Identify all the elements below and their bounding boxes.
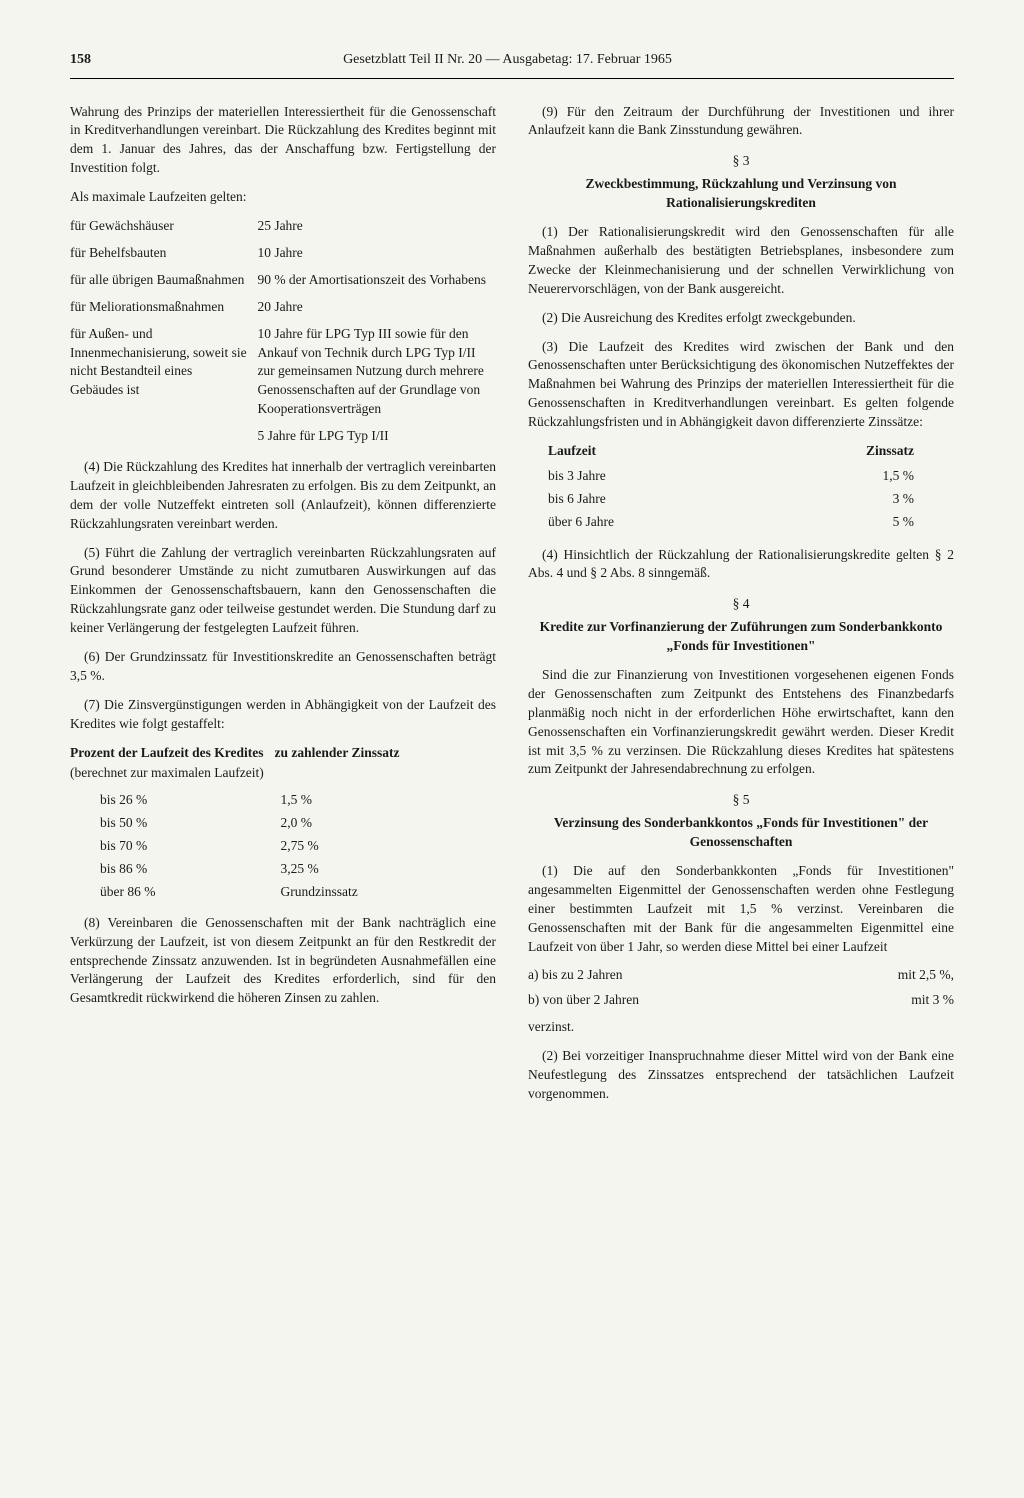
s5-verzinst: verzinst. bbox=[528, 1018, 954, 1037]
paragraph-4: (4) Die Rückzahlung des Kredites hat inn… bbox=[70, 458, 496, 534]
s5-list-row: a) bis zu 2 Jahren mit 2,5 %, bbox=[528, 966, 954, 985]
laufzeit-row: für alle übrigen Baumaßnahmen 90 % der A… bbox=[70, 271, 496, 290]
pct-label: über 86 % bbox=[100, 883, 250, 902]
pct-label: bis 70 % bbox=[100, 837, 250, 856]
pct-row: bis 50 % 2,0 % bbox=[70, 814, 496, 833]
zins-header-1: Laufzeit bbox=[548, 442, 760, 461]
pct-value: 2,75 % bbox=[250, 837, 496, 856]
right-column: (9) Für den Zeitraum der Durchführung de… bbox=[528, 103, 954, 1114]
pct-label: bis 50 % bbox=[100, 814, 250, 833]
zins-table: Laufzeit Zinssatz bis 3 Jahre 1,5 % bis … bbox=[548, 442, 934, 532]
zins-row: bis 6 Jahre 3 % bbox=[548, 490, 934, 509]
paragraph-6: (6) Der Grundzinssatz für Investitionskr… bbox=[70, 648, 496, 686]
pct-header-1: Prozent der Laufzeit des Kredites bbox=[70, 744, 274, 763]
pct-row: über 86 % Grundzinssatz bbox=[70, 883, 496, 902]
laufzeit-label: für Gewächshäuser bbox=[70, 217, 257, 236]
pct-label: bis 86 % bbox=[100, 860, 250, 879]
paragraph-5: (5) Führt die Zahlung der vertraglich ve… bbox=[70, 544, 496, 638]
laufzeit-value: 20 Jahre bbox=[257, 298, 496, 317]
content-columns: Wahrung des Prinzips der materiellen Int… bbox=[70, 103, 954, 1114]
pct-value: 1,5 % bbox=[250, 791, 496, 810]
section-5-number: § 5 bbox=[528, 791, 954, 810]
zins-label: über 6 Jahre bbox=[548, 513, 760, 532]
laufzeit-label: für Behelfsbauten bbox=[70, 244, 257, 263]
s5-list: a) bis zu 2 Jahren mit 2,5 %, b) von übe… bbox=[528, 966, 954, 1010]
laufzeit-value: 10 Jahre für LPG Typ III sowie für den A… bbox=[257, 325, 496, 419]
pct-row: bis 86 % 3,25 % bbox=[70, 860, 496, 879]
laufzeit-value: 10 Jahre bbox=[257, 244, 496, 263]
laufzeit-label: für Außen- und Innenmechanisierung, sowe… bbox=[70, 325, 257, 401]
paragraph-8: (8) Vereinbaren die Genossenschaften mit… bbox=[70, 914, 496, 1008]
s5-list-label: b) von über 2 Jahren bbox=[528, 991, 864, 1010]
pct-value: Grundzinssatz bbox=[250, 883, 496, 902]
laufzeit-label: für Meliorationsmaßnahmen bbox=[70, 298, 257, 317]
zins-value: 1,5 % bbox=[760, 467, 934, 486]
laufzeit-value: 25 Jahre bbox=[257, 217, 496, 236]
laufzeit-row: 5 Jahre für LPG Typ I/II bbox=[70, 427, 496, 446]
intro-paragraph: Wahrung des Prinzips der materiellen Int… bbox=[70, 103, 496, 179]
laufzeit-row: für Gewächshäuser 25 Jahre bbox=[70, 217, 496, 236]
left-column: Wahrung des Prinzips der materiellen Int… bbox=[70, 103, 496, 1114]
section-5-title: Verzinsung des Sonderbankkontos „Fonds f… bbox=[528, 814, 954, 852]
header-title: Gesetzblatt Teil II Nr. 20 — Ausgabetag:… bbox=[343, 50, 672, 70]
zins-label: bis 6 Jahre bbox=[548, 490, 760, 509]
pct-row: bis 26 % 1,5 % bbox=[70, 791, 496, 810]
pct-row: bis 70 % 2,75 % bbox=[70, 837, 496, 856]
laufzeit-row: für Behelfsbauten 10 Jahre bbox=[70, 244, 496, 263]
page-header: 158 Gesetzblatt Teil II Nr. 20 — Ausgabe… bbox=[70, 50, 954, 79]
s3-paragraph-4: (4) Hinsichtlich der Rückzahlung der Rat… bbox=[528, 546, 954, 584]
pct-value: 2,0 % bbox=[250, 814, 496, 833]
zins-value: 3 % bbox=[760, 490, 934, 509]
laufzeit-row: für Außen- und Innenmechanisierung, sowe… bbox=[70, 325, 496, 419]
s5-list-row: b) von über 2 Jahren mit 3 % bbox=[528, 991, 954, 1010]
laufzeit-table: für Gewächshäuser 25 Jahre für Behelfsba… bbox=[70, 217, 496, 446]
zins-table-header: Laufzeit Zinssatz bbox=[548, 442, 934, 461]
paragraph-9: (9) Für den Zeitraum der Durchführung de… bbox=[528, 103, 954, 141]
s5-list-label: a) bis zu 2 Jahren bbox=[528, 966, 864, 985]
s5-list-value: mit 2,5 %, bbox=[864, 966, 954, 985]
section-3-number: § 3 bbox=[528, 152, 954, 171]
zins-header-2: Zinssatz bbox=[760, 442, 934, 461]
s3-paragraph-3: (3) Die Laufzeit des Kredites wird zwisc… bbox=[528, 338, 954, 432]
s5-paragraph-2: (2) Bei vorzeitiger Inanspruchnahme dies… bbox=[528, 1047, 954, 1104]
s5-list-value: mit 3 % bbox=[864, 991, 954, 1010]
s3-paragraph-1: (1) Der Rationalisierungskredit wird den… bbox=[528, 223, 954, 299]
laufzeit-value: 5 Jahre für LPG Typ I/II bbox=[257, 427, 496, 446]
max-laufzeiten-label: Als maximale Laufzeiten gelten: bbox=[70, 188, 496, 207]
zins-value: 5 % bbox=[760, 513, 934, 532]
zins-row: über 6 Jahre 5 % bbox=[548, 513, 934, 532]
pct-label: bis 26 % bbox=[100, 791, 250, 810]
percent-table-header: Prozent der Laufzeit des Kredites zu zah… bbox=[70, 744, 496, 763]
s4-paragraph-1: Sind die zur Finanzierung von Investitio… bbox=[528, 666, 954, 779]
pct-header-sub: (berechnet zur maximalen Laufzeit) bbox=[70, 764, 496, 783]
zins-row: bis 3 Jahre 1,5 % bbox=[548, 467, 934, 486]
page-number: 158 bbox=[70, 50, 91, 70]
percent-table: Prozent der Laufzeit des Kredites zu zah… bbox=[70, 744, 496, 902]
laufzeit-label: für alle übrigen Baumaßnahmen bbox=[70, 271, 257, 290]
paragraph-7: (7) Die Zinsvergünstigungen werden in Ab… bbox=[70, 696, 496, 734]
section-4-title: Kredite zur Vorfinanzierung der Zuführun… bbox=[528, 618, 954, 656]
s3-paragraph-2: (2) Die Ausreichung des Kredites erfolgt… bbox=[528, 309, 954, 328]
laufzeit-value: 90 % der Amortisationszeit des Vorhabens bbox=[257, 271, 496, 290]
s5-paragraph-1: (1) Die auf den Sonderbankkonten „Fonds … bbox=[528, 862, 954, 956]
section-3-title: Zweckbestimmung, Rückzahlung und Verzins… bbox=[528, 175, 954, 213]
zins-label: bis 3 Jahre bbox=[548, 467, 760, 486]
pct-value: 3,25 % bbox=[250, 860, 496, 879]
laufzeit-row: für Meliorationsmaßnahmen 20 Jahre bbox=[70, 298, 496, 317]
pct-header-2: zu zahlender Zinssatz bbox=[274, 744, 496, 763]
section-4-number: § 4 bbox=[528, 595, 954, 614]
